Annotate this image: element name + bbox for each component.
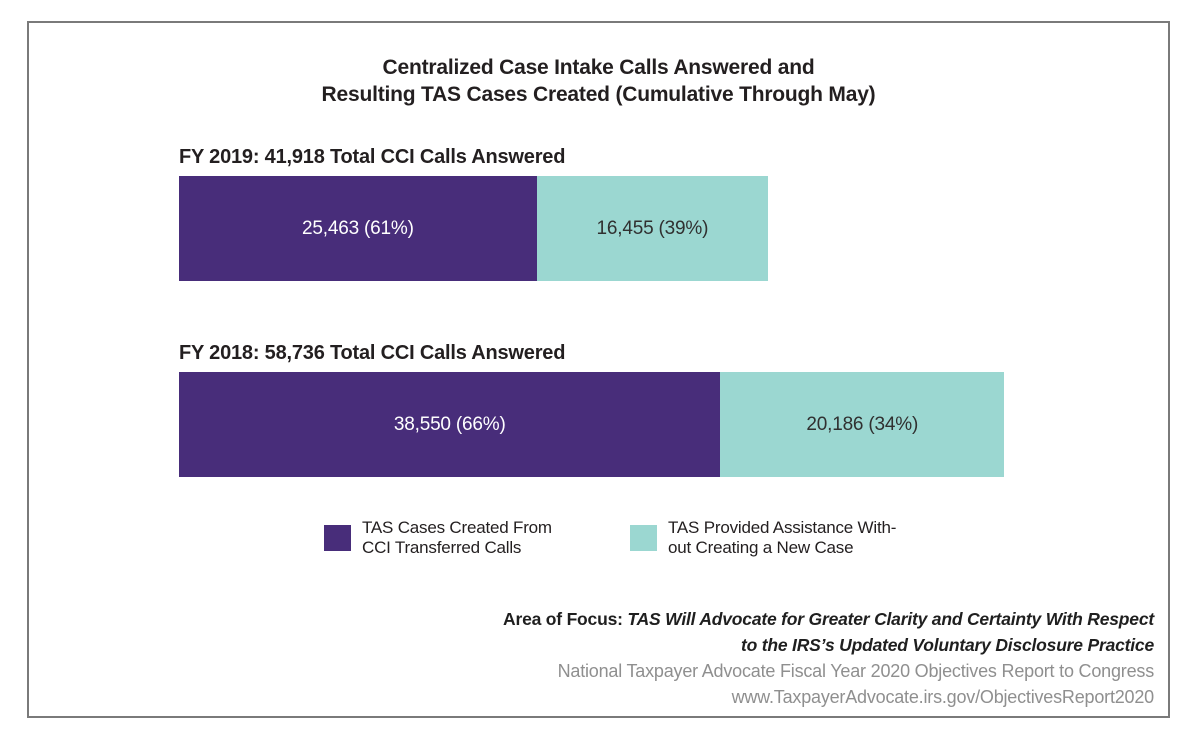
legend-label-assistance-line2: out Creating a New Case	[668, 538, 854, 557]
bar-group-fy2018: FY 2018: 58,736 Total CCI Calls Answered…	[179, 341, 1004, 477]
legend-swatch-teal	[630, 525, 657, 551]
fy2019-header: FY 2019: 41,918 Total CCI Calls Answered	[179, 146, 566, 168]
legend-label-cases-created-line1: TAS Cases Created From	[362, 518, 552, 537]
chart-title-line1: Centralized Case Intake Calls Answered a…	[382, 56, 815, 79]
area-of-focus-line2: to the IRS’s Updated Voluntary Disclosur…	[740, 635, 1154, 655]
legend-label-assistance-line1: TAS Provided Assistance With-	[668, 518, 897, 537]
chart-title: Centralized Case Intake Calls Answered a…	[29, 54, 1168, 108]
footer: Area of Focus: TAS Will Advocate for Gre…	[29, 606, 1154, 710]
fy2019-cases-created-value: 25,463 (61%)	[302, 217, 414, 239]
fy2019-segment-cases-created: 25,463 (61%)	[179, 176, 537, 281]
fy2018-segment-cases-created: 38,550 (66%)	[179, 372, 721, 477]
chart-title-line2: Resulting TAS Cases Created (Cumulative …	[321, 83, 876, 106]
area-of-focus-prefix: Area of Focus:	[503, 609, 628, 629]
source-url-line: www.TaxpayerAdvocate.irs.gov/ObjectivesR…	[731, 687, 1155, 707]
legend-swatch-purple	[324, 525, 351, 551]
bar-group-fy2019: FY 2019: 41,918 Total CCI Calls Answered…	[179, 145, 768, 281]
fy2019-assistance-value: 16,455 (39%)	[596, 217, 709, 239]
area-of-focus-text-line1: TAS Will Advocate for Greater Clarity an…	[627, 609, 1154, 629]
legend-label-assistance: TAS Provided Assistance With- out Creati…	[668, 518, 896, 558]
fy2018-assistance-value: 20,186 (34%)	[806, 413, 919, 435]
fy2018-cases-created-value: 38,550 (66%)	[393, 413, 506, 435]
legend-label-cases-created: TAS Cases Created From CCI Transferred C…	[362, 518, 552, 558]
area-of-focus-line1: Area of Focus: TAS Will Advocate for Gre…	[29, 606, 1154, 632]
fy2019-segment-assistance-without-case: 16,455 (39%)	[536, 176, 768, 281]
source-report-line: National Taxpayer Advocate Fiscal Year 2…	[557, 661, 1155, 681]
fy2019-bar: 25,463 (61%) 16,455 (39%)	[179, 176, 768, 281]
fy2018-header: FY 2018: 58,736 Total CCI Calls Answered	[179, 342, 566, 364]
fy2018-segment-assistance-without-case: 20,186 (34%)	[720, 372, 1004, 477]
legend-item-cases-created: TAS Cases Created From CCI Transferred C…	[324, 518, 552, 558]
legend-item-assistance-without-case: TAS Provided Assistance With- out Creati…	[630, 518, 896, 558]
chart-frame: Centralized Case Intake Calls Answered a…	[27, 21, 1170, 718]
fy2018-bar: 38,550 (66%) 20,186 (34%)	[179, 372, 1004, 477]
legend-label-cases-created-line2: CCI Transferred Calls	[362, 538, 522, 557]
